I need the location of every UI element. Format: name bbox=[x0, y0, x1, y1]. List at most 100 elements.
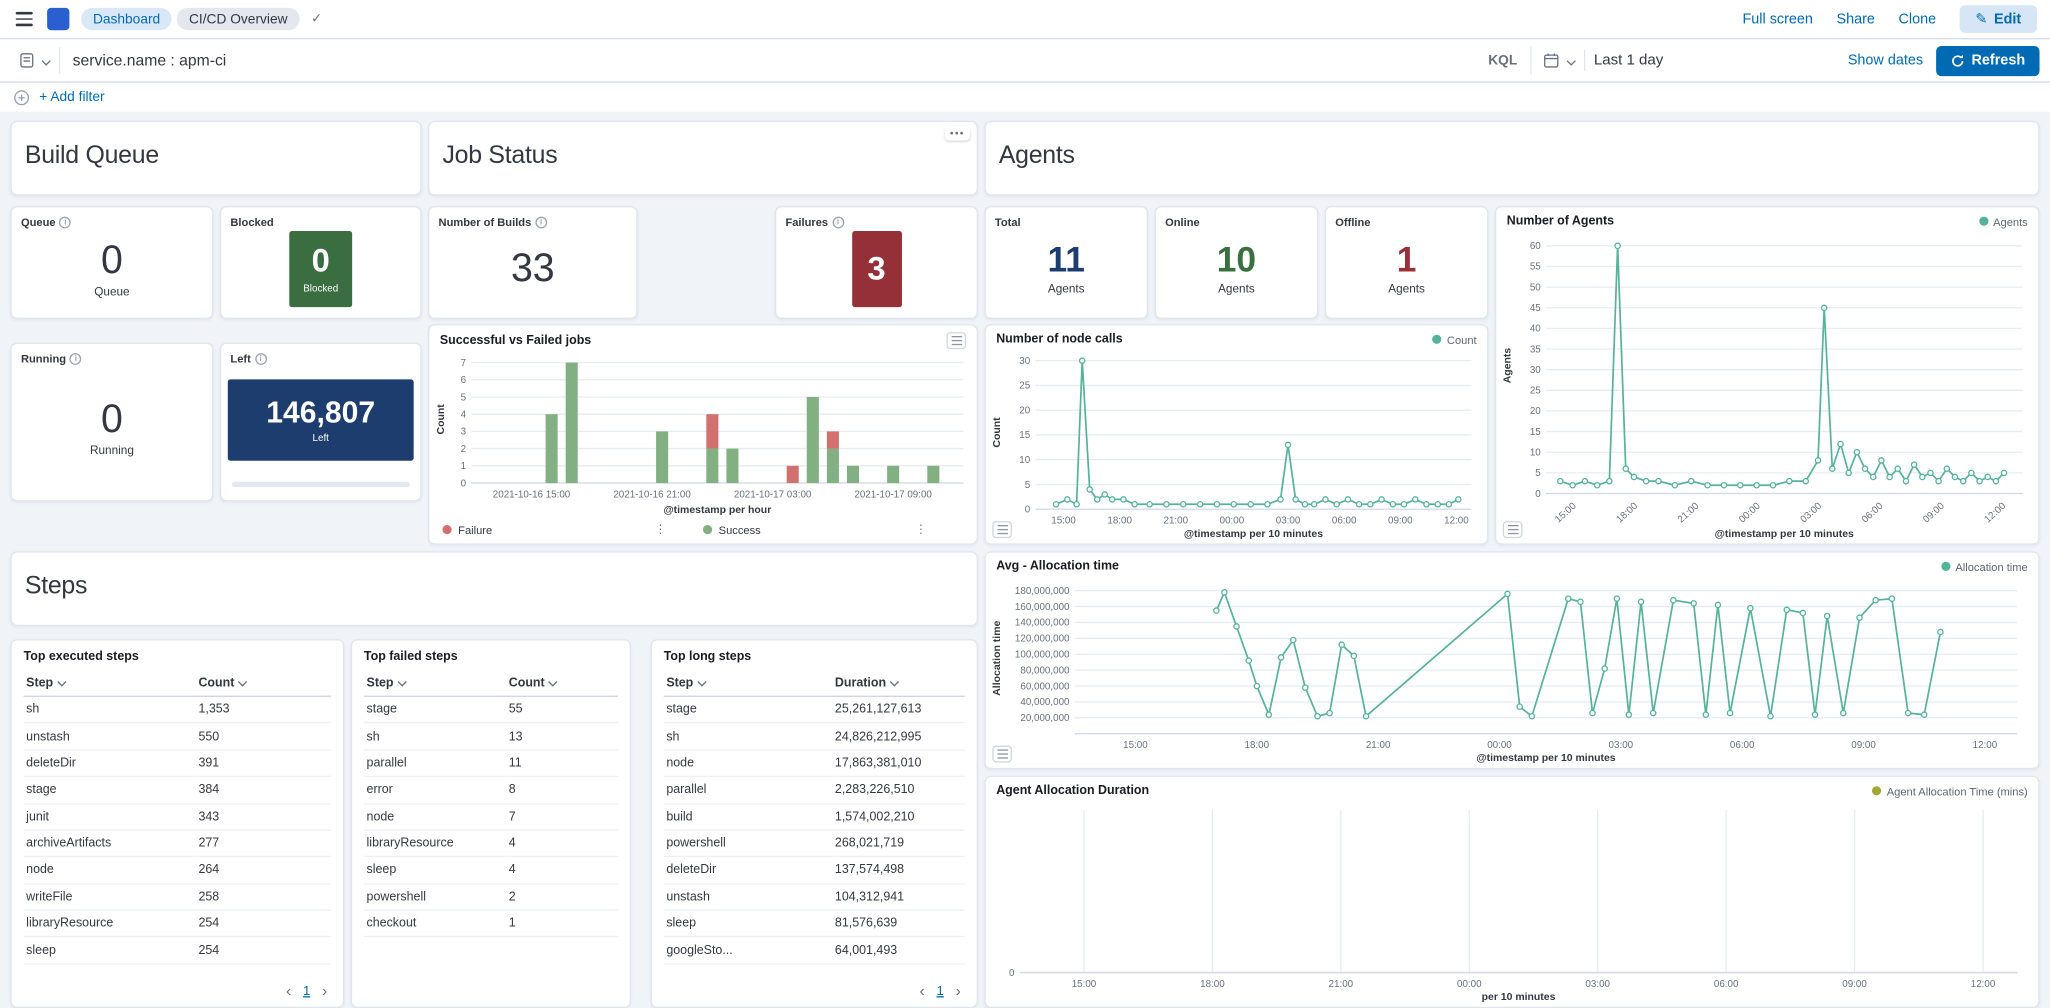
allocation-time-line-chart[interactable]: 20,000,000 40,000,000 60,000,000 80,000,000… bbox=[988, 575, 2035, 765]
panel-options-icon[interactable]: ••• bbox=[944, 126, 971, 141]
saved-query-menu-button[interactable] bbox=[10, 47, 60, 74]
table-cell: 55 bbox=[506, 696, 618, 724]
info-icon[interactable] bbox=[69, 352, 82, 365]
dashboard-grid: Build Queue Queue 0 Queue Blocked 0 Bloc… bbox=[0, 111, 2050, 1008]
svg-text:120,000,000: 120,000,000 bbox=[1015, 634, 1070, 645]
calendar-icon bbox=[1544, 53, 1559, 68]
info-icon[interactable] bbox=[254, 352, 267, 365]
column-header-step[interactable]: Step bbox=[363, 670, 507, 697]
table-cell: 391 bbox=[195, 749, 332, 778]
elastic-space-logo[interactable] bbox=[47, 7, 70, 31]
table-cell: sh bbox=[663, 723, 833, 751]
sort-chevron-icon bbox=[548, 676, 558, 686]
top-failed-steps-panel: Top failed steps Step Count stage 55 sh 13 par… bbox=[350, 639, 631, 1008]
svg-text:06:00: 06:00 bbox=[1332, 516, 1357, 527]
legend-list-icon[interactable] bbox=[992, 745, 1012, 763]
legend-options-icon[interactable]: ⋮ bbox=[915, 522, 927, 536]
legend-item-count[interactable]: Count bbox=[1432, 333, 1477, 346]
legend-item-allocation-time[interactable]: Allocation time bbox=[1940, 560, 2028, 573]
filter-plus-icon[interactable] bbox=[13, 89, 30, 106]
prev-page-icon[interactable]: ‹ bbox=[285, 981, 292, 1001]
kql-toggle[interactable]: KQL bbox=[1488, 52, 1518, 69]
calendar-button[interactable] bbox=[1543, 53, 1576, 69]
column-header-step[interactable]: Step bbox=[23, 670, 196, 697]
edit-button[interactable]: ✎ Edit bbox=[1959, 5, 2037, 33]
column-header-count[interactable]: Count bbox=[506, 670, 618, 697]
svg-text:160,000,000: 160,000,000 bbox=[1015, 602, 1070, 613]
legend-item-agent-allocation-time[interactable]: Agent Allocation Time (mins) bbox=[1872, 784, 2028, 797]
next-page-icon[interactable]: › bbox=[322, 981, 328, 1001]
saved-query-icon bbox=[20, 53, 34, 68]
show-dates-link[interactable]: Show dates bbox=[1847, 52, 1924, 69]
total-agents-metric-panel: Total 11 Agents bbox=[984, 206, 1149, 319]
svg-text:03:00: 03:00 bbox=[1609, 740, 1634, 751]
table-row: sh 1,353 bbox=[23, 696, 332, 724]
full-screen-link[interactable]: Full screen bbox=[1742, 11, 1813, 27]
table-cell: 1,353 bbox=[195, 696, 332, 724]
table-title: Top long steps bbox=[663, 649, 752, 665]
info-icon[interactable] bbox=[535, 215, 547, 228]
legend-item-failure[interactable]: Failure bbox=[458, 523, 493, 537]
time-range-button[interactable]: Last 1 day bbox=[1593, 52, 1664, 69]
table-cell: 81,576,639 bbox=[832, 910, 965, 938]
menu-icon[interactable] bbox=[13, 10, 35, 29]
breadcrumb-dashboard[interactable]: Dashboard bbox=[81, 7, 172, 31]
jobs-bar-chart[interactable]: 0 1 2 3 4 5 6 7 2021-10-16 15:00 2021-10-16 21:00… bbox=[432, 348, 974, 517]
table-cell: junit bbox=[23, 803, 196, 831]
chevron-down-icon bbox=[1567, 56, 1576, 65]
column-header-step[interactable]: Step bbox=[663, 670, 833, 697]
column-header-count[interactable]: Count bbox=[195, 670, 332, 697]
page-number[interactable]: 1 bbox=[302, 983, 311, 999]
table-row: stage 55 bbox=[363, 696, 618, 724]
legend-list-icon[interactable] bbox=[992, 521, 1012, 539]
column-header-duration[interactable]: Duration bbox=[832, 670, 965, 697]
table-cell: deleteDir bbox=[23, 749, 196, 778]
next-page-icon[interactable]: › bbox=[955, 981, 961, 1001]
table-cell: 1 bbox=[506, 910, 618, 938]
failures-metric-panel: Failures 3 bbox=[774, 206, 978, 319]
saved-check-icon[interactable]: ✓ bbox=[311, 11, 323, 27]
svg-text:Count: Count bbox=[992, 417, 1003, 448]
table-cell: unstash bbox=[663, 883, 833, 911]
clone-link[interactable]: Clone bbox=[1898, 11, 1937, 27]
legend-item-success[interactable]: Success bbox=[718, 523, 761, 537]
table-title: Top failed steps bbox=[363, 649, 458, 665]
svg-text:6: 6 bbox=[461, 375, 467, 386]
table-cell: parallel bbox=[363, 749, 507, 778]
metric-value: 1 bbox=[1396, 240, 1417, 280]
metric-value-box: 3 bbox=[851, 231, 902, 308]
svg-text:80,000,000: 80,000,000 bbox=[1020, 665, 1070, 676]
add-filter-link[interactable]: + Add filter bbox=[39, 89, 105, 105]
legend-list-icon[interactable] bbox=[1502, 521, 1523, 539]
panel-title: Build Queue bbox=[24, 141, 159, 170]
metric-sublabel: Agents bbox=[1047, 282, 1085, 296]
prev-page-icon[interactable]: ‹ bbox=[919, 981, 925, 1001]
table-cell: 24,826,212,995 bbox=[832, 723, 965, 751]
table-cell: 258 bbox=[195, 883, 332, 911]
node-calls-line-chart[interactable]: 0 5 10 15 20 25 30 15:00 18:00 21:00 00:00 03:00 06:… bbox=[988, 348, 1484, 541]
share-link[interactable]: Share bbox=[1836, 11, 1875, 27]
table-row: unstash 104,312,941 bbox=[663, 883, 965, 911]
metric-value: 146,807 bbox=[266, 394, 376, 429]
legend-list-icon[interactable] bbox=[946, 332, 967, 350]
failure-legend-dot bbox=[442, 525, 452, 535]
table-cell: 268,021,719 bbox=[832, 829, 965, 858]
legend-options-icon[interactable]: ⋮ bbox=[654, 522, 667, 536]
steps-title-panel: Steps bbox=[10, 551, 978, 627]
table-cell: stage bbox=[663, 696, 833, 724]
breadcrumb-current-page[interactable]: CI/CD Overview bbox=[177, 7, 300, 31]
page-number[interactable]: 1 bbox=[936, 983, 944, 999]
svg-text:140,000,000: 140,000,000 bbox=[1015, 618, 1070, 629]
agents-line-chart[interactable]: 0 5 10 15 20 25 30 35 40 45 50 55 60 15:00 18:00 21:00 0… bbox=[1499, 230, 2036, 541]
info-icon[interactable] bbox=[832, 215, 844, 228]
svg-text:00:00: 00:00 bbox=[1487, 740, 1512, 751]
legend-item-agents[interactable]: Agents bbox=[1978, 215, 2028, 228]
metric-label: Number of Builds bbox=[429, 207, 636, 228]
query-input[interactable] bbox=[59, 51, 1476, 70]
agent-allocation-duration-chart[interactable]: 0 15:00 18:00 21:00 00:00 03:00 06:00 09:00 12:0… bbox=[988, 799, 2035, 1004]
table-cell: libraryResource bbox=[363, 829, 507, 858]
agent-allocation-duration-chart-panel: Agent Allocation Duration Agent Allocati… bbox=[984, 775, 2040, 1008]
refresh-button[interactable]: Refresh bbox=[1936, 45, 2040, 76]
info-icon[interactable] bbox=[59, 215, 72, 228]
table-cell: node bbox=[363, 803, 507, 831]
